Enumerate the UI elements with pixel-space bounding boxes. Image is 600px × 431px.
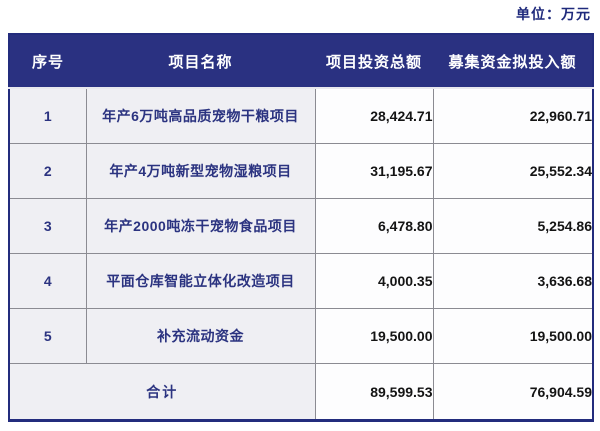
total-invest: 6,478.80: [314, 198, 434, 254]
project-name: 年产6万吨高品质宠物干粮项目: [85, 87, 316, 144]
row-no: 4: [8, 253, 87, 309]
table-row: 5 补充流动资金 19,500.00 19,500.00: [8, 308, 594, 364]
unit-label: 单位：万元: [516, 6, 591, 22]
total-invest: 28,424.71: [314, 87, 434, 144]
table-row: 2 年产4万吨新型宠物湿粮项目 31,195.67 25,552.34: [8, 143, 594, 199]
total-invest-sum: 89,599.53: [314, 363, 434, 421]
project-name: 平面仓库智能立体化改造项目: [85, 253, 316, 309]
total-label: 合计: [8, 363, 316, 421]
row-no: 3: [8, 198, 87, 254]
column-header-name: 项目名称: [86, 34, 315, 89]
column-header-raised-invest: 募集资金拟投入额: [433, 34, 593, 89]
row-no: 1: [8, 87, 87, 144]
header-row: 序号 项目名称 项目投资总额 募集资金拟投入额: [9, 34, 593, 89]
raised-invest: 22,960.71: [432, 87, 594, 144]
total-invest: 19,500.00: [314, 308, 434, 364]
column-header-no: 序号: [9, 34, 86, 89]
row-no: 5: [8, 308, 87, 364]
investment-table: 序号 项目名称 项目投资总额 募集资金拟投入额 1 年产6万吨高品质宠物干粮项目…: [8, 33, 594, 422]
row-no: 2: [8, 143, 87, 199]
raised-invest: 19,500.00: [432, 308, 594, 364]
raised-invest: 3,636.68: [432, 253, 594, 309]
project-name: 年产2000吨冻干宠物食品项目: [85, 198, 316, 254]
table-row: 4 平面仓库智能立体化改造项目 4,000.35 3,636.68: [8, 253, 594, 309]
column-header-total-invest: 项目投资总额: [315, 34, 433, 89]
raised-invest-sum: 76,904.59: [432, 363, 594, 421]
table-row: 3 年产2000吨冻干宠物食品项目 6,478.80 5,254.86: [8, 198, 594, 254]
total-invest: 4,000.35: [314, 253, 434, 309]
project-name: 补充流动资金: [85, 308, 316, 364]
project-name: 年产4万吨新型宠物湿粮项目: [85, 143, 316, 199]
total-invest: 31,195.67: [314, 143, 434, 199]
raised-invest: 25,552.34: [432, 143, 594, 199]
table-row: 1 年产6万吨高品质宠物干粮项目 28,424.71 22,960.71: [8, 87, 594, 144]
raised-invest: 5,254.86: [432, 198, 594, 254]
total-row: 合计 89,599.53 76,904.59: [8, 363, 594, 421]
